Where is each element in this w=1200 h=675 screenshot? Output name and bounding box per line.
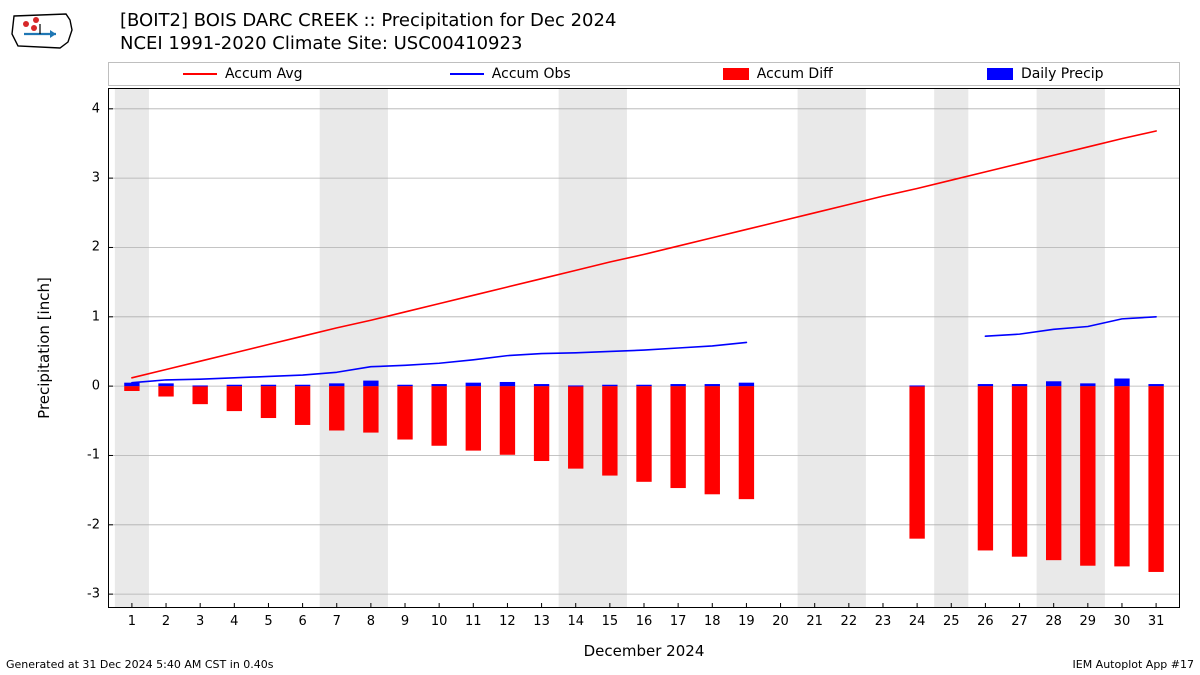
x-tick-label: 12 [499, 614, 516, 629]
legend-patch-icon [723, 68, 749, 80]
plot-area [108, 88, 1180, 608]
x-tick-label: 14 [567, 614, 584, 629]
y-tick-label: -1 [70, 448, 100, 463]
legend-patch-icon [987, 68, 1013, 80]
x-tick-label: 1 [128, 614, 136, 629]
legend-line-icon [183, 73, 217, 75]
footer-generated: Generated at 31 Dec 2024 5:40 AM CST in … [6, 658, 274, 671]
legend-label: Accum Diff [757, 66, 833, 82]
legend-item-accum-obs: Accum Obs [377, 66, 645, 82]
y-tick-label: 0 [70, 379, 100, 394]
title-line-1: [BOIT2] BOIS DARC CREEK :: Precipitation… [120, 10, 616, 33]
x-tick-label: 9 [401, 614, 409, 629]
x-tick-label: 13 [533, 614, 550, 629]
x-tick-label: 6 [298, 614, 306, 629]
x-tick-label: 21 [806, 614, 823, 629]
y-tick-label: -3 [70, 587, 100, 602]
y-axis-label: Precipitation [inch] [35, 277, 53, 419]
legend-label: Daily Precip [1021, 66, 1104, 82]
y-tick-label: 2 [70, 240, 100, 255]
x-tick-label: 24 [909, 614, 926, 629]
x-tick-label: 25 [943, 614, 960, 629]
footer-appid: IEM Autoplot App #17 [1073, 658, 1195, 671]
x-tick-label: 2 [162, 614, 170, 629]
x-axis-label: December 2024 [584, 642, 705, 660]
legend-label: Accum Obs [492, 66, 571, 82]
x-tick-label: 28 [1045, 614, 1062, 629]
x-tick-label: 3 [196, 614, 204, 629]
y-tick-label: 4 [70, 101, 100, 116]
x-tick-label: 26 [977, 614, 994, 629]
x-tick-label: 11 [465, 614, 482, 629]
x-tick-label: 27 [1011, 614, 1028, 629]
x-tick-label: 8 [367, 614, 375, 629]
x-tick-label: 23 [875, 614, 892, 629]
x-tick-label: 7 [333, 614, 341, 629]
x-tick-label: 5 [264, 614, 272, 629]
x-tick-label: 17 [670, 614, 687, 629]
x-tick-label: 22 [841, 614, 858, 629]
x-tick-label: 15 [602, 614, 619, 629]
x-tick-label: 31 [1148, 614, 1165, 629]
legend-item-accum-avg: Accum Avg [109, 66, 377, 82]
legend-line-icon [450, 73, 484, 75]
x-tick-label: 19 [738, 614, 755, 629]
x-tick-label: 16 [636, 614, 653, 629]
legend-item-accum-diff: Accum Diff [644, 66, 912, 82]
chart-root: [BOIT2] BOIS DARC CREEK :: Precipitation… [0, 0, 1200, 675]
legend-item-daily-precip: Daily Precip [912, 66, 1180, 82]
x-tick-label: 18 [704, 614, 721, 629]
x-tick-label: 29 [1080, 614, 1097, 629]
iem-logo [6, 6, 78, 54]
title-line-2: NCEI 1991-2020 Climate Site: USC00410923 [120, 33, 616, 56]
x-tick-label: 10 [431, 614, 448, 629]
x-tick-label: 30 [1114, 614, 1131, 629]
y-tick-label: -2 [70, 517, 100, 532]
x-tick-label: 20 [772, 614, 789, 629]
y-tick-label: 1 [70, 309, 100, 324]
x-tick-label: 4 [230, 614, 238, 629]
chart-title: [BOIT2] BOIS DARC CREEK :: Precipitation… [120, 10, 616, 55]
legend: Accum Avg Accum Obs Accum Diff Daily Pre… [108, 62, 1180, 86]
y-tick-label: 3 [70, 171, 100, 186]
legend-label: Accum Avg [225, 66, 303, 82]
